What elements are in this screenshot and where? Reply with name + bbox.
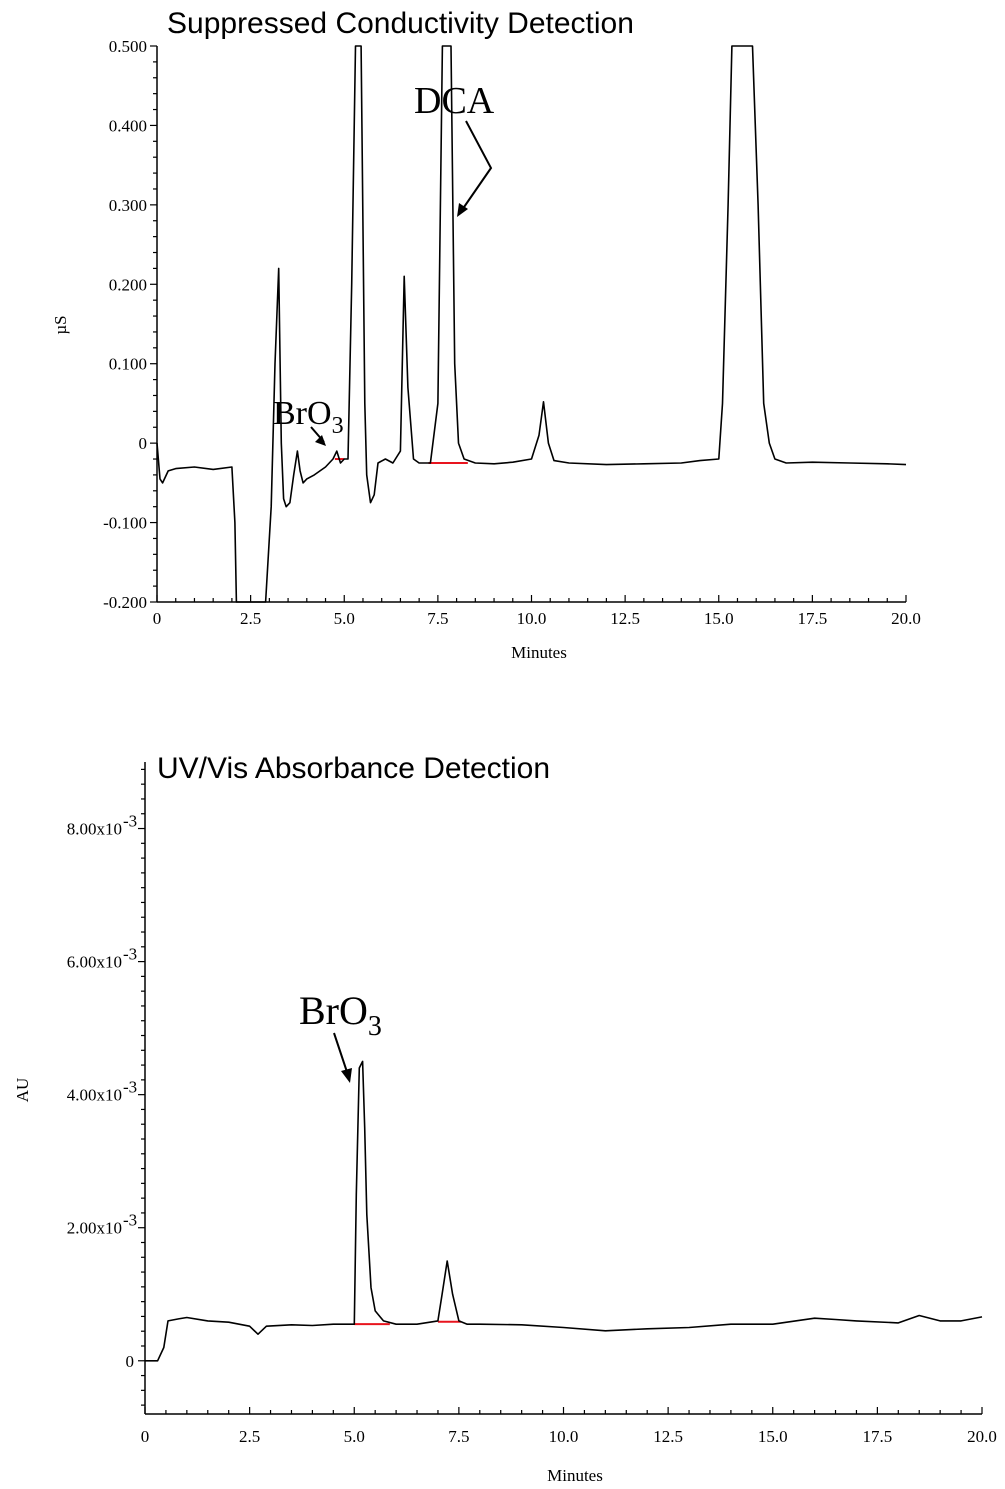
conductivity-chart: Suppressed Conductivity Detection -0.200… (51, 7, 921, 662)
absorbance-chart: UV/Vis Absorbance Detection 02.00x10 -34.… (13, 752, 997, 1485)
bro3-label-bottom: BrO3 (299, 988, 382, 1042)
conductivity-y-tick-text: 0.200 (109, 275, 147, 294)
conductivity-x-tick-label: 5.0 (334, 609, 355, 628)
conductivity-x-tick-label: 17.5 (798, 609, 828, 628)
absorbance-x-axis-title: Minutes (547, 1466, 603, 1485)
absorbance-y-tick-exponent: -3 (123, 812, 137, 831)
absorbance-x-tick-label: 15.0 (758, 1427, 788, 1446)
absorbance-x-tick-label: 20.0 (967, 1427, 997, 1446)
conductivity-y-axis-title: µS (51, 315, 70, 334)
absorbance-y-tick-text: 2.00x10 (67, 1219, 122, 1238)
bro3-arrow-bottom (333, 1032, 348, 1073)
absorbance-y-tick-text: 8.00x10 (67, 820, 122, 839)
absorbance-x-tick-label: 12.5 (653, 1427, 683, 1446)
conductivity-y-tick-label: 0.400 (109, 116, 147, 135)
conductivity-y-axis-ticks: -0.200 -0.100 0 0.100 0.200 0.300 0.400 0.500 (103, 37, 157, 612)
absorbance-y-tick-label: 6.00x10 (67, 953, 122, 972)
dca-arrowhead (457, 203, 468, 217)
absorbance-y-tick-exponent: -3 (123, 1211, 137, 1230)
conductivity-y-tick-label: 0.500 (109, 37, 147, 56)
conductivity-y-tick-label: -0.200 (103, 593, 147, 612)
absorbance-x-tick-label: 10.0 (549, 1427, 579, 1446)
absorbance-y-axis-ticks: 02.00x10 -34.00x10 -36.00x10 -38.00x10 -3 (67, 768, 145, 1406)
absorbance-y-tick-label: 2.00x10 (67, 1219, 122, 1238)
absorbance-y-tick-text: 4.00x10 (67, 1086, 122, 1105)
conductivity-y-tick-text: 0.400 (109, 116, 147, 135)
conductivity-integration-baselines (334, 458, 468, 464)
conductivity-y-tick-text: 0 (139, 434, 148, 453)
conductivity-x-axis-title: Minutes (511, 643, 567, 662)
conductivity-y-tick-label: 0.300 (109, 196, 147, 215)
bro3-annotation-bottom: BrO3 (299, 988, 382, 1083)
conductivity-chart-title: Suppressed Conductivity Detection (167, 7, 634, 40)
dca-label: DCA (414, 80, 495, 122)
absorbance-x-tick-label: 5.0 (344, 1427, 365, 1446)
absorbance-trace (145, 1060, 983, 1362)
bro3-arrowhead-bottom (341, 1068, 352, 1083)
absorbance-integration-baselines (354, 1320, 461, 1326)
absorbance-y-tick-exponent: -3 (123, 945, 137, 964)
conductivity-x-tick-label: 12.5 (610, 609, 640, 628)
absorbance-x-tick-label: 17.5 (863, 1427, 893, 1446)
absorbance-x-tick-label: 0 (141, 1427, 150, 1446)
absorbance-y-tick-text: 0 (126, 1352, 135, 1371)
conductivity-y-tick-text: -0.100 (103, 514, 147, 533)
conductivity-x-tick-label: 2.5 (240, 609, 261, 628)
absorbance-x-tick-label: 7.5 (448, 1427, 469, 1446)
bro3-label-top: BrO3 (273, 395, 344, 439)
absorbance-x-tick-label: 2.5 (239, 1427, 260, 1446)
absorbance-y-axis-title: AU (13, 1078, 32, 1103)
absorbance-y-tick-exponent: -3 (123, 1078, 137, 1097)
conductivity-y-tick-label: -0.100 (103, 514, 147, 533)
conductivity-y-tick-text: 0.100 (109, 355, 147, 374)
conductivity-y-tick-label: 0.200 (109, 275, 147, 294)
conductivity-y-tick-label: 0.100 (109, 355, 147, 374)
conductivity-y-tick-label: 0 (139, 434, 148, 453)
conductivity-y-tick-text: -0.200 (103, 593, 147, 612)
absorbance-y-tick-label: 8.00x10 (67, 820, 122, 839)
conductivity-x-tick-label: 10.0 (517, 609, 547, 628)
dca-annotation: DCA (414, 80, 495, 217)
dca-arrow (461, 120, 493, 211)
conductivity-y-tick-text: 0.500 (109, 37, 147, 56)
absorbance-chart-title: UV/Vis Absorbance Detection (157, 752, 550, 785)
conductivity-y-tick-text: 0.300 (109, 196, 147, 215)
conductivity-x-tick-label: 0 (153, 609, 162, 628)
bro3-annotation-top: BrO3 (273, 395, 344, 446)
absorbance-y-tick-text: 6.00x10 (67, 953, 122, 972)
absorbance-y-tick-label: 4.00x10 (67, 1086, 122, 1105)
absorbance-y-tick-label: 0 (126, 1352, 135, 1371)
conductivity-x-tick-label: 15.0 (704, 609, 734, 628)
conductivity-x-tick-label: 7.5 (427, 609, 448, 628)
conductivity-x-tick-label: 20.0 (891, 609, 921, 628)
conductivity-x-axis-ticks: 0 2.5 5.0 7.5 10.0 12.5 15.0 17.5 20.0 (153, 595, 921, 628)
conductivity-trace (156, 45, 907, 603)
absorbance-x-axis-ticks: 0 2.5 5.0 7.5 10.0 12.5 15.0 17.5 20.0 (141, 1407, 997, 1446)
bro3-arrowhead-top (315, 435, 326, 446)
